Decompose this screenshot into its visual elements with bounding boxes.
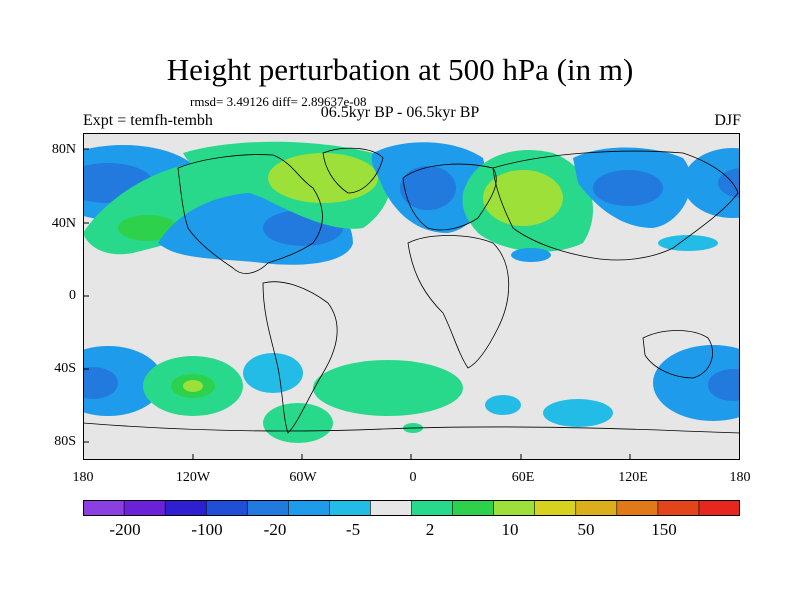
colorbar-swatch xyxy=(83,500,125,516)
colorbar-label-10: 10 xyxy=(501,520,519,539)
colorbar-swatch xyxy=(698,500,740,516)
colorbar-label-150: 150 xyxy=(651,520,677,539)
contour-east-asia-core xyxy=(593,170,663,206)
contour-s-pacific-west xyxy=(83,346,163,416)
colorbar-swatch xyxy=(657,500,700,516)
contour-s-pacific-west-core xyxy=(83,367,118,399)
colorbar-swatch xyxy=(534,500,577,516)
colorbar-swatch xyxy=(370,500,413,516)
europe-coast xyxy=(402,163,497,231)
contour-bering xyxy=(683,148,740,218)
lon-label-60e: 60E xyxy=(511,470,535,485)
colorbar-swatch xyxy=(616,500,659,516)
coastlines xyxy=(83,147,740,434)
colorbar-swatch xyxy=(288,500,331,516)
contour-southern-indian xyxy=(543,399,613,427)
contour-ne-pacific-core xyxy=(118,215,178,241)
contour-india-small xyxy=(511,248,551,262)
contour-fields xyxy=(83,141,740,443)
colorbar-swatch xyxy=(329,500,372,516)
colorbar-swatch xyxy=(493,500,536,516)
lon-label-0: 0 xyxy=(409,470,417,485)
contour-tasman xyxy=(653,345,740,421)
height-perturbation-map xyxy=(83,133,740,460)
australia-coast xyxy=(642,330,713,379)
lon-label-120w: 120W xyxy=(175,470,211,485)
colorbar-label-100-neg: -100 xyxy=(191,520,223,539)
stats-label: rmsd= 3.49126 diff= 2.89637e-08 xyxy=(190,94,367,109)
period-label: 06.5kyr BP - 06.5kyr BP xyxy=(320,104,480,121)
lon-label-120e: 120E xyxy=(618,470,648,485)
lon-label-60w: 60W xyxy=(289,470,317,485)
contour-s-africa-small xyxy=(485,395,521,415)
contour-s-america-west xyxy=(243,353,303,393)
colorbar-swatch xyxy=(164,500,207,516)
colorbar-label-50: 50 xyxy=(577,520,595,539)
lon-label-180w: 180 xyxy=(72,470,94,485)
colorbar-swatch xyxy=(575,500,618,516)
colorbar-swatch xyxy=(205,500,249,516)
asia-coast xyxy=(492,150,739,261)
contour-greenland-core xyxy=(268,153,378,203)
colorbar xyxy=(83,500,740,516)
season-label: DJF xyxy=(714,112,741,129)
contour-s-pacific-positive-core xyxy=(183,380,203,392)
africa-coast xyxy=(407,235,510,369)
chart-title: Height perturbation at 500 hPa (in m) xyxy=(166,52,634,87)
lat-label-80s: 80S xyxy=(54,434,76,449)
contour-tasman-core xyxy=(708,369,740,401)
experiment-label: Expt = temfh-tembh xyxy=(83,112,213,129)
lat-label-80n: 80N xyxy=(51,142,76,157)
colorbar-swatch xyxy=(246,500,290,516)
contour-bering-core xyxy=(718,168,740,198)
colorbar-swatch xyxy=(411,500,454,516)
south-america-coast xyxy=(262,281,338,434)
contour-europe-core xyxy=(400,166,456,210)
contour-w-pacific-small xyxy=(658,235,718,251)
north-america-coast xyxy=(177,154,323,274)
contour-central-asia-core xyxy=(483,170,563,226)
colorbar-label-20-neg: -20 xyxy=(263,520,287,539)
contour-s-atlantic xyxy=(313,360,463,416)
colorbar-swatch xyxy=(123,500,166,516)
lat-label-40n: 40N xyxy=(51,216,76,231)
lon-label-180e: 180 xyxy=(729,470,751,485)
colorbar-border xyxy=(83,500,740,516)
contour-drake-passage xyxy=(263,403,333,443)
colorbar-label-2: 2 xyxy=(425,520,435,539)
colorbar-swatch xyxy=(452,500,495,516)
colorbar-label-5-neg: -5 xyxy=(345,520,361,539)
lat-label-40s: 40S xyxy=(54,361,76,376)
colorbar-label-200-neg: -200 xyxy=(109,520,141,539)
map-frame xyxy=(83,133,740,460)
antarctica-coast xyxy=(83,422,740,434)
lat-label-eq: 0 xyxy=(69,288,76,303)
greenland-coast xyxy=(322,147,384,194)
colorbar-swatches xyxy=(83,500,740,516)
